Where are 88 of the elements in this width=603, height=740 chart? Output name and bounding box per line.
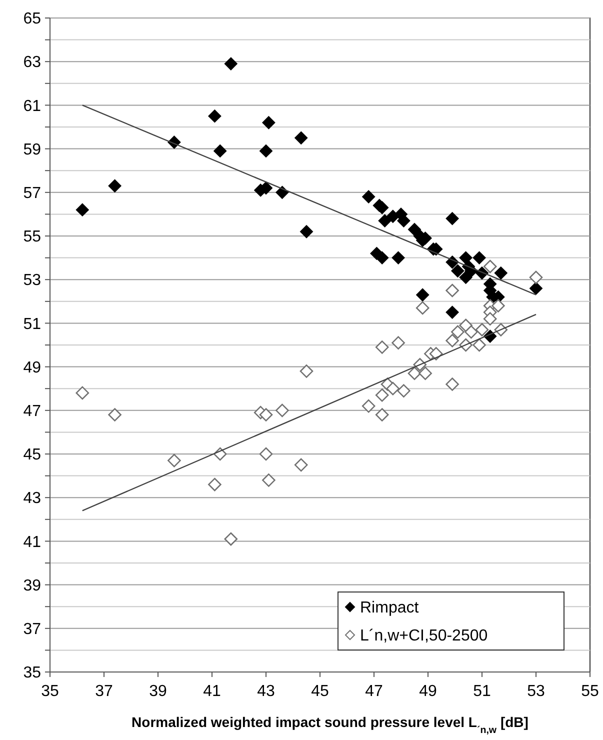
point <box>262 474 276 487</box>
legend-label: L´n,w+CI,50-2500 <box>360 628 488 645</box>
point <box>446 212 459 226</box>
y-tick-label: 59 <box>23 141 42 158</box>
point <box>276 404 289 418</box>
x-tick-label: 39 <box>149 683 167 700</box>
y-tick-label: 63 <box>23 54 42 72</box>
point <box>446 378 459 391</box>
point <box>392 336 405 350</box>
y-tick-label: 53 <box>23 272 42 290</box>
y-tick-label: 35 <box>23 664 42 682</box>
point <box>446 306 459 319</box>
point <box>472 338 486 352</box>
point <box>108 408 122 422</box>
y-tick-label: 39 <box>23 577 42 594</box>
x-tick-label: 47 <box>365 683 383 700</box>
point <box>416 288 430 302</box>
point <box>294 458 308 472</box>
x-tick-label: 55 <box>581 683 599 700</box>
point <box>168 454 181 468</box>
point <box>392 251 405 264</box>
point <box>530 282 542 295</box>
y-tick-label: 43 <box>23 490 42 508</box>
point <box>108 179 122 192</box>
point <box>259 408 273 422</box>
point <box>76 386 90 400</box>
y-tick-label: 45 <box>23 446 42 464</box>
point <box>483 312 497 326</box>
y-tick-label: 51 <box>23 316 42 333</box>
point <box>472 251 486 264</box>
point <box>276 186 289 199</box>
point <box>362 399 376 413</box>
point <box>459 270 472 284</box>
y-tick-label: 65 <box>23 10 42 28</box>
point <box>408 366 422 380</box>
point <box>262 116 276 130</box>
x-tick-label: 35 <box>41 683 59 700</box>
point <box>378 214 392 228</box>
point <box>529 270 543 284</box>
x-tick-label: 41 <box>203 683 221 700</box>
x-tick-label: 37 <box>95 683 113 700</box>
x-tick-label: 45 <box>311 683 329 700</box>
point <box>224 57 238 70</box>
point <box>416 301 430 315</box>
point <box>214 144 227 158</box>
point <box>397 384 410 398</box>
x-axis-title: Normalized weighted impact sound pressure level L$_{´n,w}$ [dB] <box>132 714 528 736</box>
x-tick-label: 51 <box>473 683 491 700</box>
point <box>375 340 389 354</box>
point <box>224 532 238 546</box>
y-tick-label: 57 <box>23 185 42 202</box>
point <box>386 382 400 396</box>
x-tick-label: 53 <box>527 683 545 700</box>
point <box>451 264 464 278</box>
point <box>451 325 464 339</box>
legend-label: Rimpact <box>360 600 420 617</box>
y-tick-label: 49 <box>23 359 42 376</box>
point <box>408 222 421 236</box>
y-tick-label: 55 <box>23 228 42 246</box>
point <box>375 388 389 402</box>
point <box>475 323 489 336</box>
point <box>300 364 314 378</box>
point <box>259 447 273 461</box>
point <box>483 260 497 274</box>
point <box>429 347 443 360</box>
point <box>459 251 472 264</box>
point <box>362 190 376 204</box>
y-tick-label: 41 <box>23 534 42 551</box>
point <box>446 284 459 298</box>
point <box>208 110 222 123</box>
point <box>76 203 89 216</box>
point <box>260 144 272 158</box>
point <box>418 366 432 380</box>
point <box>376 251 389 264</box>
point <box>464 325 478 339</box>
x-tick-label: 49 <box>419 683 437 700</box>
point <box>375 408 389 422</box>
y-tick-label: 61 <box>23 98 42 115</box>
point <box>300 225 313 238</box>
y-tick-label: 47 <box>23 403 42 420</box>
point <box>294 131 308 144</box>
x-tick-label: 43 <box>257 683 275 700</box>
y-tick-label: 37 <box>23 621 42 638</box>
point <box>446 334 459 348</box>
point <box>208 478 222 492</box>
point <box>492 299 505 312</box>
point <box>397 214 410 228</box>
point <box>494 266 508 280</box>
